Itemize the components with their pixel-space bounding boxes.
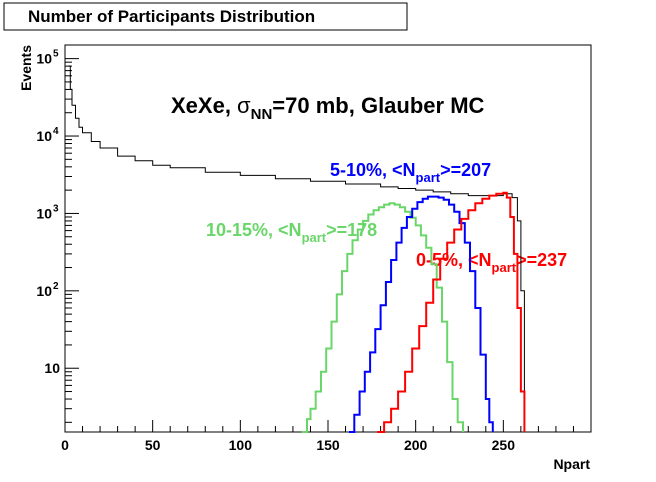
annotation-sub: NN bbox=[251, 106, 273, 123]
x-axis-label: Npart bbox=[553, 456, 590, 472]
series-line-0 bbox=[68, 65, 525, 423]
y-tick-exponent: 2 bbox=[53, 281, 59, 292]
annotation-suffix: =70 mb, Glauber MC bbox=[272, 93, 484, 118]
x-ticks: 0 50 100 150 200 250 bbox=[61, 420, 592, 453]
x-tick-label: 100 bbox=[229, 437, 253, 453]
x-tick-label: 150 bbox=[316, 437, 340, 453]
title-box: Number of Participants Distribution bbox=[3, 2, 408, 31]
title-frame bbox=[3, 2, 408, 31]
series-label-blue-text: 5-10%, <N bbox=[330, 160, 416, 180]
series-label-blue: 5-10%, <Npart>=207 bbox=[330, 160, 491, 185]
y-tick-label: 10 bbox=[36, 128, 52, 144]
series-lines bbox=[68, 65, 526, 433]
series-line-2 bbox=[349, 195, 494, 433]
series-label-green-sub: part bbox=[302, 230, 327, 245]
series-label-red-sub: part bbox=[492, 260, 517, 275]
annotation-sigma: σ bbox=[237, 93, 251, 118]
y-tick-exponent: 5 bbox=[53, 49, 59, 60]
series-label-green: 10-15%, <Npart>=178 bbox=[206, 220, 377, 245]
series-label-red-text: 0-5%, <N bbox=[416, 250, 492, 270]
x-tick-label: 200 bbox=[404, 437, 428, 453]
chart-title: Number of Participants Distribution bbox=[28, 7, 315, 26]
x-tick-label: 0 bbox=[61, 437, 69, 453]
x-tick-label: 50 bbox=[145, 437, 161, 453]
annotation-prefix: XeXe, bbox=[171, 93, 237, 118]
header-annotation: XeXe, σNN=70 mb, Glauber MC bbox=[171, 93, 485, 123]
x-tick-label: 250 bbox=[492, 437, 516, 453]
y-tick-exponent: 3 bbox=[53, 203, 59, 214]
series-label-blue-suffix: >=207 bbox=[440, 160, 491, 180]
series-line-3 bbox=[377, 191, 526, 433]
y-tick-exponent: 4 bbox=[53, 126, 59, 137]
y-tick-label: 10 bbox=[36, 205, 52, 221]
series-label-green-suffix: >=178 bbox=[326, 220, 377, 240]
series-label-red: 0-5%, <Npart>=237 bbox=[416, 250, 567, 275]
series-label-blue-sub: part bbox=[416, 170, 441, 185]
y-tick-label: 10 bbox=[44, 360, 60, 376]
y-axis-label: Events bbox=[18, 45, 34, 91]
y-tick-label: 10 bbox=[36, 283, 52, 299]
series-label-green-text: 10-15%, <N bbox=[206, 220, 302, 240]
series-label-red-suffix: >=237 bbox=[516, 250, 567, 270]
y-tick-label: 10 bbox=[36, 51, 52, 67]
